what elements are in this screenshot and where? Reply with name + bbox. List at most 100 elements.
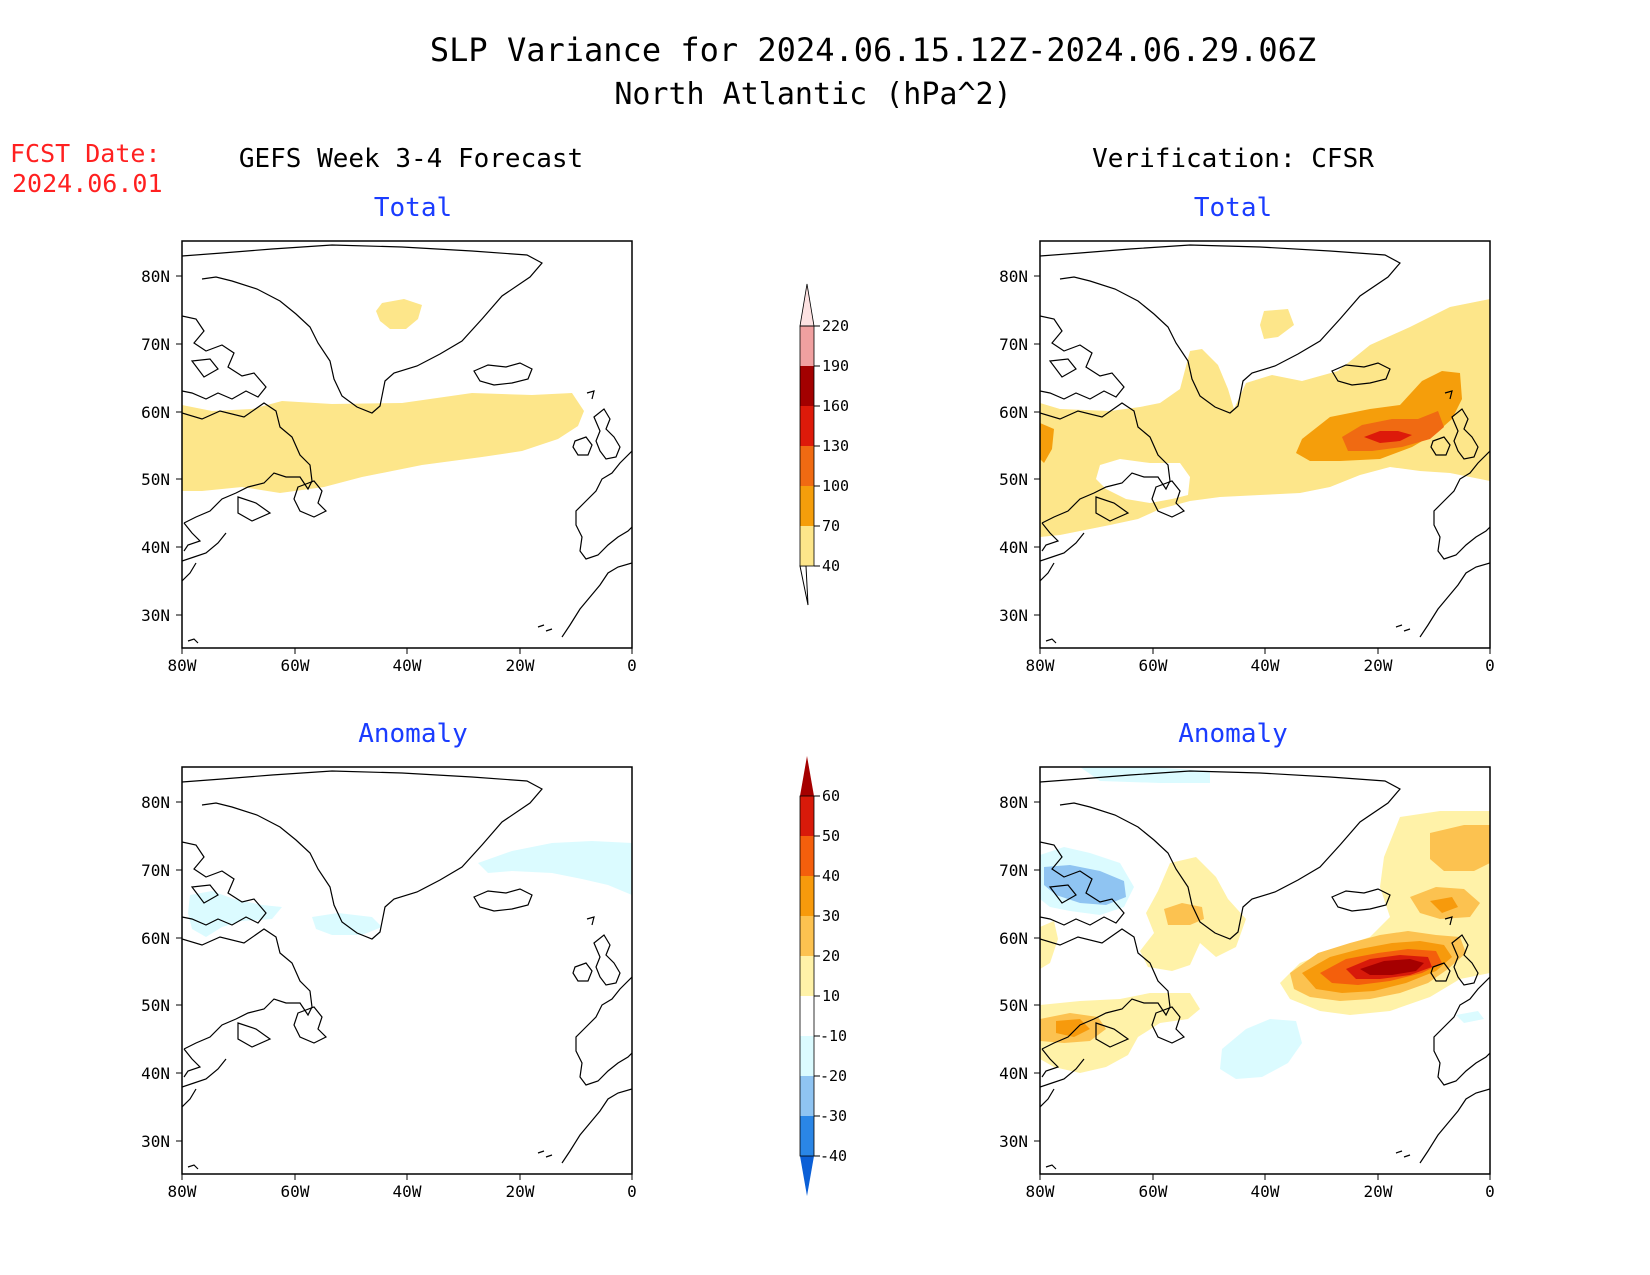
fcst-date-value: 2024.06.01 xyxy=(12,169,163,198)
lat-tick-label: 60N xyxy=(999,929,1028,948)
colorbar-total-segment xyxy=(800,526,814,566)
lon-axis: 80W 60W 40W 20W 0 xyxy=(1026,648,1495,675)
colorbar-total: 40 70 100 130 160 190 220 xyxy=(799,283,849,606)
variance-hole xyxy=(1096,459,1190,503)
colorbar-anomaly-label: -20 xyxy=(820,1067,847,1085)
lon-axis: 80W 60W 40W 20W 0 xyxy=(168,648,637,675)
lat-tick-label: 30N xyxy=(999,1132,1028,1151)
lat-tick-label: 70N xyxy=(999,861,1028,880)
colorbar-anomaly-label: -30 xyxy=(820,1107,847,1125)
anomaly-shading-10-20 xyxy=(1040,921,1058,969)
colorbar-anomaly-segment xyxy=(800,956,814,996)
lon-tick-label: 40W xyxy=(393,656,422,675)
colorbar-anomaly-segment xyxy=(800,916,814,956)
lat-tick-label: 30N xyxy=(999,606,1028,625)
colorbar-anomaly-segment xyxy=(800,1076,814,1116)
colorbar-anomaly-label: 20 xyxy=(822,947,840,965)
left-column-heading: GEFS Week 3-4 Forecast xyxy=(239,144,583,174)
colorbar-anomaly-segment xyxy=(800,796,814,836)
colorbar-total-upper-tail xyxy=(799,283,815,327)
lon-tick-label: 20W xyxy=(1364,1182,1393,1201)
lon-tick-label: 60W xyxy=(1139,656,1168,675)
colorbar-total-lower-tail xyxy=(799,565,809,606)
colorbar-total-segment xyxy=(800,486,814,526)
lat-tick-label: 50N xyxy=(999,470,1028,489)
lon-tick-label: 80W xyxy=(168,1182,197,1201)
colorbar-anomaly-segment xyxy=(800,836,814,876)
lat-tick-label: 70N xyxy=(141,861,170,880)
colorbar-anomaly-label: 40 xyxy=(822,867,840,885)
lon-tick-label: 40W xyxy=(393,1182,422,1201)
lon-tick-label: 60W xyxy=(281,1182,310,1201)
lat-tick-label: 50N xyxy=(141,996,170,1015)
lon-tick-label: 20W xyxy=(506,1182,535,1201)
lon-tick-label: 0 xyxy=(1485,656,1495,675)
colorbar-anomaly-segment xyxy=(800,876,814,916)
lat-tick-label: 60N xyxy=(141,403,170,422)
lat-tick-label: 80N xyxy=(999,793,1028,812)
colorbar-anomaly-label: -10 xyxy=(820,1027,847,1045)
lon-tick-label: 40W xyxy=(1251,656,1280,675)
colorbar-anomaly-label: -40 xyxy=(820,1147,847,1165)
right-column-heading: Verification: CFSR xyxy=(1092,144,1374,174)
lat-tick-label: 40N xyxy=(141,538,170,557)
colorbar-anomaly-upper-tail xyxy=(800,756,814,796)
lat-tick-label: 40N xyxy=(999,1064,1028,1083)
colorbar-anomaly-label: 60 xyxy=(822,787,840,805)
panel-label-verif-total: Total xyxy=(1194,193,1272,223)
lat-axis: 80N 70N 60N 50N 40N 30N xyxy=(999,793,1040,1151)
lat-tick-label: 30N xyxy=(141,606,170,625)
lat-tick-label: 80N xyxy=(141,793,170,812)
lon-tick-label: 60W xyxy=(1139,1182,1168,1201)
lat-tick-label: 40N xyxy=(141,1064,170,1083)
lat-tick-label: 50N xyxy=(141,470,170,489)
lat-tick-label: 50N xyxy=(999,996,1028,1015)
variance-shading-40-70 xyxy=(376,299,422,329)
colorbar-anomaly-lower-tail xyxy=(800,1156,814,1196)
colorbar-anomaly-segment xyxy=(800,996,814,1036)
colorbar-total-segment xyxy=(800,406,814,446)
main-title: SLP Variance for 2024.06.15.12Z-2024.06.… xyxy=(430,31,1316,69)
lat-tick-label: 60N xyxy=(999,403,1028,422)
lon-tick-label: 20W xyxy=(1364,656,1393,675)
lat-axis: 80N 70N 60N 50N 40N 30N xyxy=(141,267,182,625)
anomaly-shading-neg10-neg20 xyxy=(312,913,382,935)
variance-shading-70-100 xyxy=(1040,423,1054,463)
colorbar-total-segment xyxy=(800,366,814,406)
variance-shading-40-70 xyxy=(182,393,584,493)
anomaly-shading-30-40 xyxy=(1056,1019,1090,1037)
colorbar-total-label: 40 xyxy=(822,557,840,575)
colorbar-total-segment xyxy=(800,446,814,486)
panel-label-verif-anomaly: Anomaly xyxy=(1178,719,1288,749)
lon-tick-label: 0 xyxy=(627,1182,637,1201)
anomaly-shading-30-40 xyxy=(1430,897,1458,913)
lat-tick-label: 70N xyxy=(999,335,1028,354)
colorbar-anomaly-label: 30 xyxy=(822,907,840,925)
colorbar-total-segment xyxy=(800,326,814,366)
colorbar-total-label: 160 xyxy=(822,397,849,415)
lon-axis: 80W 60W 40W 20W 0 xyxy=(168,1174,637,1201)
fcst-date-label: FCST Date: xyxy=(10,139,161,168)
map-panel-verification-total: 80W 60W 40W 20W 0 80N 70N 60N 50N 40N 30… xyxy=(999,240,1495,675)
lon-tick-label: 80W xyxy=(1026,656,1055,675)
panel-label-fcst-total: Total xyxy=(374,193,452,223)
colorbar-anomaly-label: 10 xyxy=(822,987,840,1005)
lat-tick-label: 80N xyxy=(141,267,170,286)
lon-tick-label: 60W xyxy=(281,656,310,675)
anomaly-shading-neg10-neg20 xyxy=(188,891,282,937)
lat-axis: 80N 70N 60N 50N 40N 30N xyxy=(999,267,1040,625)
lat-tick-label: 60N xyxy=(141,929,170,948)
lon-axis: 80W 60W 40W 20W 0 xyxy=(1026,1174,1495,1201)
lon-tick-label: 0 xyxy=(627,656,637,675)
map-panel-forecast-total: 80W 60W 40W 20W 0 80N 70N 60N 50N 40N 30… xyxy=(141,240,637,675)
colorbar-anomaly-label: 50 xyxy=(822,827,840,845)
colorbar-total-label: 130 xyxy=(822,437,849,455)
lon-tick-label: 20W xyxy=(506,656,535,675)
lat-tick-label: 70N xyxy=(141,335,170,354)
lon-tick-label: 80W xyxy=(1026,1182,1055,1201)
anomaly-shading-neg10-neg20 xyxy=(1220,1019,1302,1079)
map-panel-verification-anomaly: 80W 60W 40W 20W 0 80N 70N 60N 50N 40N 30… xyxy=(999,766,1495,1201)
colorbar-total-label: 190 xyxy=(822,357,849,375)
anomaly-shading-neg10-neg20 xyxy=(1080,767,1210,783)
panel-label-fcst-anomaly: Anomaly xyxy=(358,719,468,749)
